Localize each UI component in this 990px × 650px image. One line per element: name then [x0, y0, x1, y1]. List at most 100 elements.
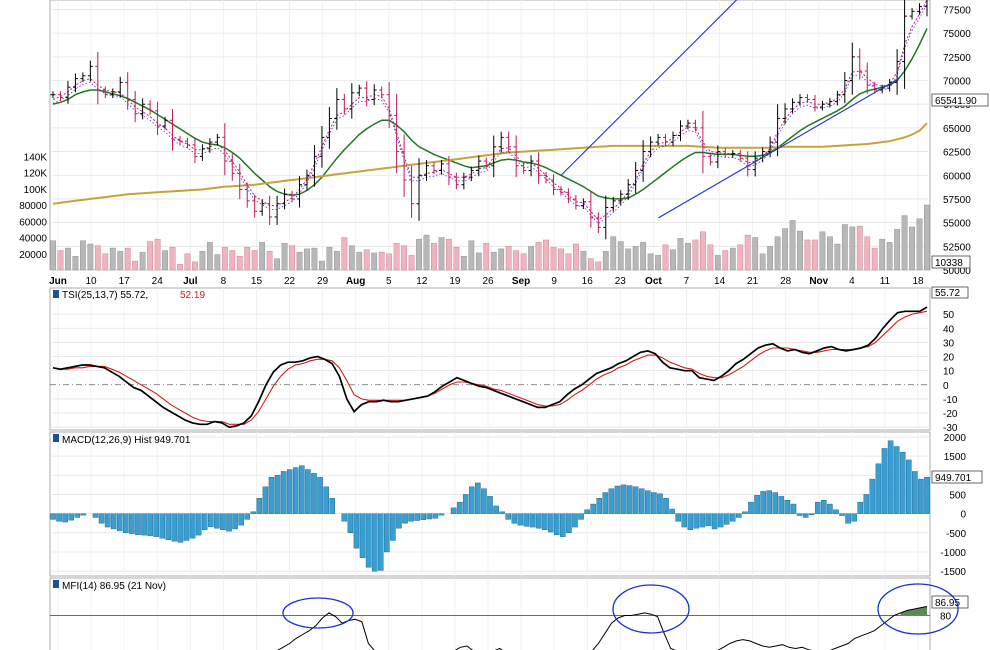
mfi-line: [277, 606, 928, 650]
volume-bar: [251, 250, 258, 271]
mfi-last-marker: [931, 595, 969, 609]
price-tick-label: 50000: [943, 266, 971, 277]
macd-histogram: [50, 440, 930, 572]
volume-bar: [438, 237, 445, 271]
mfi-grid: [50, 578, 930, 650]
volume-bar: [468, 240, 475, 271]
x-tick-label: Oct: [645, 276, 662, 287]
macd-histogram-bar: [353, 513, 360, 549]
macd-histogram-bar: [766, 490, 772, 514]
volume-bar: [423, 234, 430, 271]
volume-bar: [266, 251, 273, 271]
mfi-highlight-circle: [877, 583, 959, 635]
tsi-last-value: 55.72: [935, 288, 960, 299]
price-tick-label: 72500: [943, 53, 971, 64]
volume-bar: [281, 242, 288, 271]
macd-histogram-bar: [129, 513, 135, 534]
volume-y-axis-labels: 20000 40000 60000 80000 100K 120K 140K: [19, 152, 47, 261]
last-volume-label: 10338: [935, 258, 963, 269]
macd-tick-label: -1500: [940, 567, 966, 578]
macd-histogram-bar: [681, 513, 688, 528]
price-tick-label: 77500: [943, 5, 971, 16]
volume-bar: [655, 255, 661, 271]
macd-histogram-bar: [687, 513, 694, 530]
price-y-axis-labels: 5000052500550005750060000625006500067500…: [943, 5, 971, 277]
macd-histogram-bar: [311, 473, 317, 514]
volume-bar: [475, 252, 482, 271]
macd-histogram-bar: [560, 513, 566, 537]
tsi-last-marker: [931, 286, 969, 299]
macd-histogram-bar: [98, 513, 105, 524]
volume-bar: [229, 250, 236, 271]
volume-bar: [558, 248, 564, 271]
macd-histogram-bar: [584, 509, 590, 514]
volume-tick-label: 60000: [19, 217, 47, 228]
volume-bar: [132, 260, 139, 271]
macd-histogram-bar: [572, 513, 578, 528]
macd-tick-label: 1500: [944, 452, 967, 463]
price-tick-label: 55000: [943, 219, 971, 230]
macd-histogram-bar: [280, 471, 287, 514]
x-tick-label: Aug: [346, 276, 365, 287]
volume-bar: [924, 204, 930, 271]
volume-bar: [759, 253, 766, 271]
tsi-tick-label: 40: [943, 324, 955, 335]
volume-bar: [767, 246, 774, 271]
macd-histogram-bar: [620, 484, 627, 514]
macd-histogram-bar: [802, 513, 809, 518]
macd-histogram-bar: [863, 494, 870, 514]
x-tick-label: 7: [684, 276, 690, 287]
macd-histogram-bar: [189, 513, 196, 539]
macd-histogram-bar: [499, 511, 505, 514]
macd-histogram-bar: [123, 513, 129, 534]
volume-bar: [707, 244, 714, 271]
macd-histogram-bar: [292, 467, 299, 514]
volume-bar: [109, 247, 116, 271]
macd-histogram-bar: [511, 513, 518, 524]
mfi-highlight-circle: [612, 584, 690, 634]
macd-histogram-bar: [693, 513, 700, 529]
price-tick-label: 60000: [943, 171, 971, 182]
mfi-panel: 5080 MFI(14) 86.95 (21 Nov) 86.95: [49, 577, 969, 650]
macd-histogram-bar: [244, 513, 251, 520]
volume-bar: [580, 251, 587, 271]
macd-histogram-bar: [827, 503, 833, 514]
volume-bar: [87, 243, 94, 271]
tsi-grid: [50, 288, 930, 430]
volume-bar: [610, 236, 617, 271]
macd-histogram-bar: [208, 513, 214, 527]
tsi-tick-label: 50: [943, 310, 955, 321]
x-tick-label: 12: [416, 276, 428, 287]
mfi-tick-label: 80: [940, 611, 952, 622]
tsi-tick-label: 30: [943, 338, 955, 349]
volume-bar: [57, 250, 64, 271]
macd-histogram-bar: [359, 513, 366, 558]
volume-bar: [139, 251, 146, 271]
macd-histogram-bar: [74, 513, 81, 518]
x-tick-label: 24: [152, 276, 164, 287]
volume-bar: [348, 245, 355, 271]
macd-histogram-bar: [711, 513, 718, 530]
volume-bar: [259, 242, 266, 271]
macd-histogram-bar: [523, 513, 530, 527]
volume-bar: [729, 247, 736, 271]
macd-histogram-bar: [268, 476, 275, 514]
volume-tick-label: 140K: [24, 152, 48, 163]
macd-histogram-bar: [481, 488, 487, 514]
macd-histogram-bar: [869, 478, 876, 514]
volume-bar: [841, 224, 848, 271]
mfi-panel-frame: [49, 577, 931, 650]
macd-histogram-bar: [153, 513, 159, 537]
volume-bar: [453, 247, 460, 271]
volume-bar: [363, 249, 370, 271]
macd-histogram-bar: [778, 496, 785, 514]
macd-histogram-bar: [657, 493, 663, 514]
macd-histogram-bar: [116, 513, 123, 532]
macd-histogram-bar: [851, 513, 857, 522]
macd-histogram-bar: [632, 486, 639, 514]
volume-bar: [692, 239, 699, 271]
volume-bar: [625, 248, 632, 271]
macd-histogram-bar: [821, 500, 827, 514]
volume-bar: [401, 245, 407, 271]
volume-bar: [617, 241, 624, 271]
